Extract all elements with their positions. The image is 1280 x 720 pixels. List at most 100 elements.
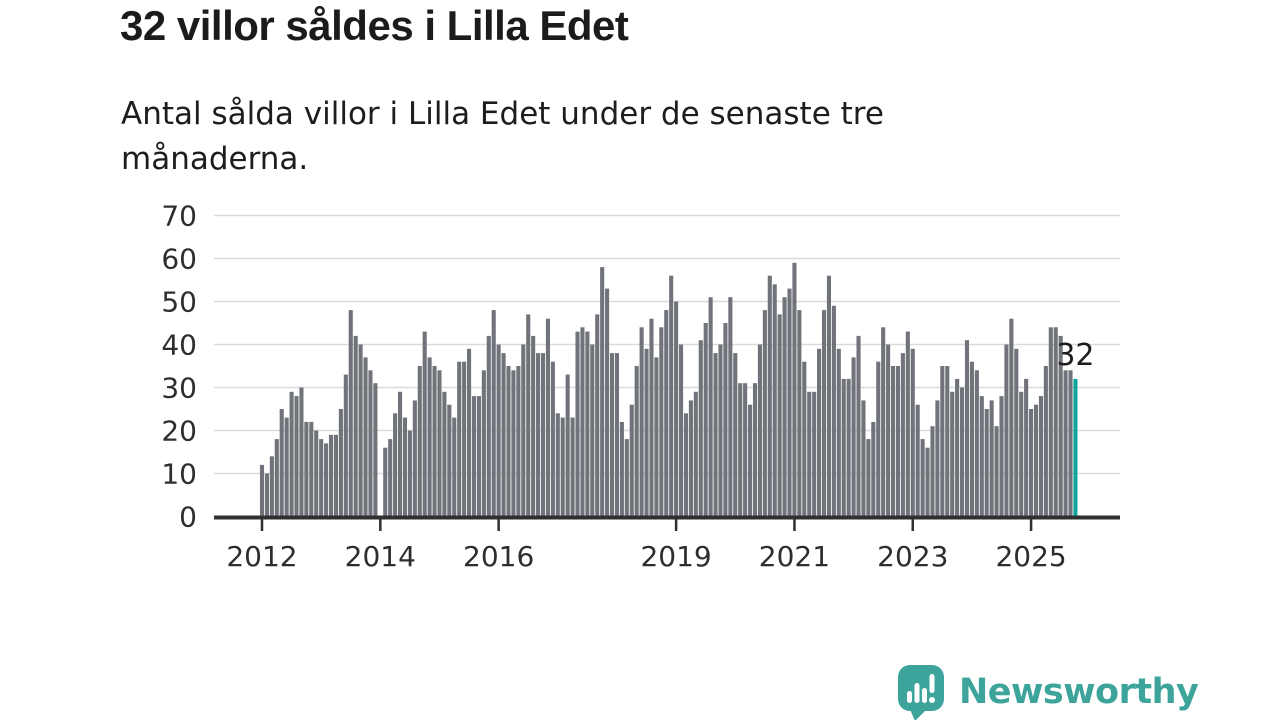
- chart-bar: [1053, 327, 1058, 517]
- chart-bar: [476, 396, 481, 517]
- chart-bar: [397, 391, 403, 517]
- chart-bar: [787, 288, 792, 517]
- chart-bar: [920, 439, 925, 517]
- chart-bar: [447, 404, 452, 517]
- chart-bar: [890, 366, 896, 517]
- x-axis-label: 2023: [877, 540, 948, 573]
- chart-bar: [319, 439, 324, 517]
- chart-bar: [679, 344, 684, 517]
- chart-bar: [886, 344, 891, 517]
- chart-bar: [955, 378, 960, 517]
- chart-bar: [368, 370, 373, 517]
- chart-bar: [590, 344, 595, 517]
- chart-bar: [565, 374, 570, 517]
- chart-bar: [935, 400, 940, 517]
- chart-bar: [925, 447, 930, 517]
- bar-value-annotation: 32: [1056, 338, 1094, 373]
- chart-bar: [846, 378, 851, 517]
- chart-bar: [511, 370, 516, 517]
- chart-bar: [733, 353, 738, 517]
- y-axis-label: 50: [161, 286, 197, 319]
- chart-bar: [688, 400, 693, 517]
- chart-bar: [1033, 404, 1039, 517]
- x-axis-label: 2019: [640, 540, 711, 573]
- chart-bar: [412, 400, 417, 517]
- chart-bar: [960, 387, 965, 517]
- chart-bar: [373, 383, 378, 517]
- chart-bar: [324, 443, 329, 517]
- chart-bar: [1048, 327, 1053, 517]
- y-axis-label: 30: [161, 372, 197, 405]
- chart-bar: [693, 391, 698, 517]
- chart-bar: [713, 353, 718, 517]
- chart-bar: [802, 361, 807, 517]
- chart-bar: [279, 409, 284, 517]
- chart-bar: [393, 413, 398, 517]
- chart-bar: [516, 366, 521, 517]
- chart-bar: [1014, 348, 1019, 517]
- chart-bar: [338, 409, 343, 517]
- chart-bar: [1063, 370, 1068, 517]
- chart-bar: [343, 374, 348, 517]
- chart-bar: [1024, 378, 1029, 517]
- chart-bar: [979, 396, 984, 517]
- chart-bar: [915, 404, 920, 517]
- chart-bar: [526, 314, 531, 517]
- chart-bar: [467, 348, 472, 517]
- chart-bar: [294, 396, 299, 517]
- chart-bar: [639, 327, 644, 517]
- chart-bar: [767, 275, 772, 517]
- chart-bar: [624, 439, 629, 517]
- chart-bar: [718, 344, 723, 517]
- chart-bar: [388, 439, 393, 517]
- x-axis-label: 2012: [226, 540, 297, 573]
- chart-bar: [812, 391, 817, 517]
- chart-bar: [738, 383, 743, 517]
- chart-bar: [299, 387, 304, 517]
- chart-bar: [427, 357, 432, 517]
- chart-bar: [900, 353, 905, 517]
- chart-bar: [723, 323, 728, 517]
- chart-bar: [708, 297, 713, 517]
- chart-bar: [683, 413, 689, 517]
- chart-bar: [817, 348, 822, 517]
- chart-bar: [506, 366, 511, 517]
- chart-bar: [264, 473, 269, 517]
- chart-bar: [1058, 335, 1063, 517]
- chart-bar: [984, 409, 989, 517]
- chart-bar: [462, 361, 467, 517]
- chart-bar: [432, 366, 437, 517]
- chart-bar: [930, 426, 935, 517]
- chart-bar: [422, 331, 427, 517]
- highlighted-bar: [1073, 378, 1078, 517]
- chart-bar: [531, 335, 536, 517]
- chart-bar: [950, 391, 955, 517]
- chart-bar: [402, 417, 408, 517]
- chart-bar: [782, 297, 787, 517]
- chart-bar: [871, 421, 876, 517]
- chart-bar: [728, 297, 733, 517]
- chart-bar: [1043, 366, 1048, 517]
- chart-bar: [383, 447, 388, 517]
- chart-bar: [363, 357, 368, 517]
- chart-bar: [654, 357, 659, 517]
- chart-bar: [358, 344, 363, 517]
- chart-bar: [1019, 391, 1024, 517]
- chart-bar: [259, 464, 265, 517]
- x-axis-label: 2014: [345, 540, 416, 573]
- chart-bar: [940, 366, 945, 517]
- x-axis-line: [214, 515, 1120, 520]
- chart-bar: [328, 434, 334, 517]
- chart-bar: [471, 396, 477, 517]
- chart-bar: [659, 327, 664, 517]
- chart-bar: [797, 310, 802, 517]
- chart-bar: [762, 310, 767, 517]
- chart-bar: [442, 391, 447, 517]
- chart-subtitle: Antal sålda villor i Lilla Edet under de…: [121, 96, 884, 177]
- y-axis-label: 0: [179, 501, 197, 534]
- chart-bar: [629, 404, 634, 517]
- chart-bar: [752, 383, 758, 517]
- chart-bar: [353, 335, 358, 517]
